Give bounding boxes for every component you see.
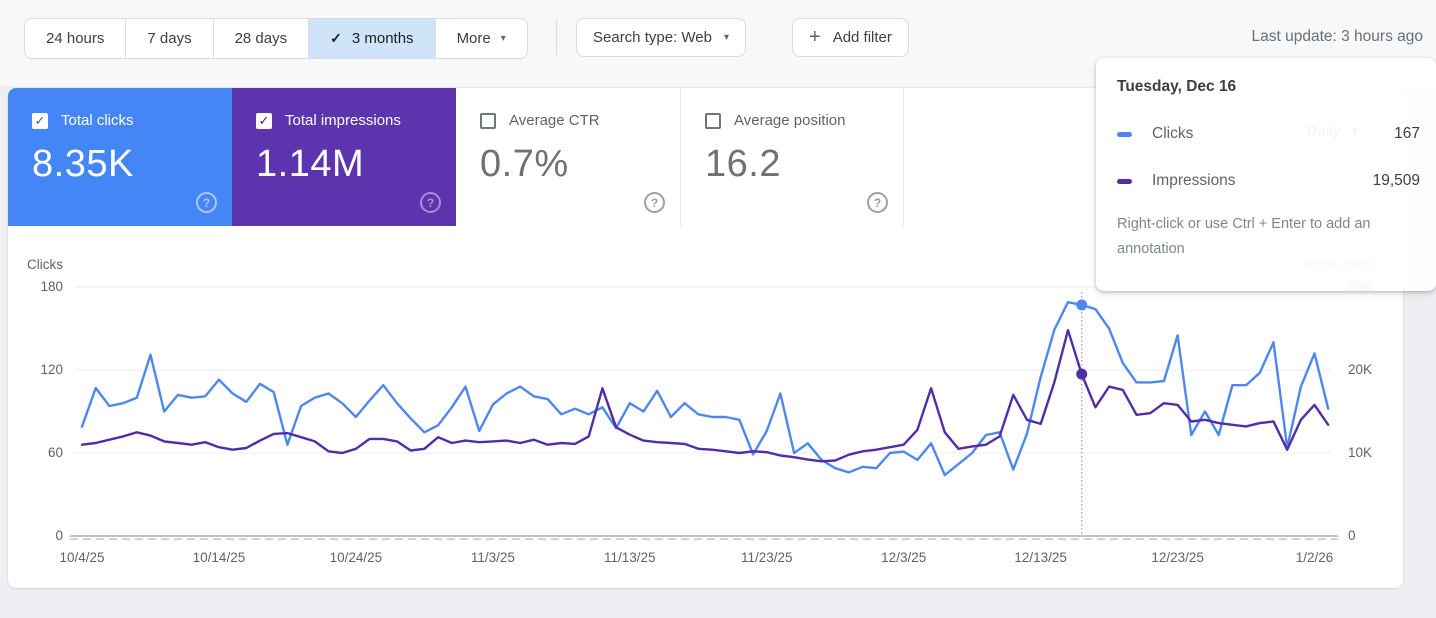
tooltip-rows: Clicks 167 Impressions 19,509	[1117, 125, 1420, 190]
impressions-line	[80, 328, 1330, 463]
range-label: 7 days	[147, 30, 192, 47]
add-filter-button[interactable]: + Add filter	[792, 18, 909, 57]
range-label: 3 months	[351, 30, 414, 47]
series-swatch	[1117, 131, 1132, 137]
metric-cards-row: ✓ Total clicks 8.35K? ✓ Total impressions 1.1…	[8, 88, 1403, 226]
metric-card-average-position[interactable]: Average position 16.2?	[680, 88, 904, 226]
tooltip-row-impressions: Impressions 19,509	[1117, 172, 1420, 190]
add-filter-label: Add filter	[832, 29, 892, 46]
x-axis-tick: 1/2/26	[1296, 550, 1334, 565]
metric-label: Total clicks	[61, 112, 134, 129]
x-axis-tick: 11/23/25	[741, 550, 793, 565]
last-update-text: Last update: 3 hours ago	[1251, 28, 1424, 45]
toolbar-divider	[556, 20, 557, 55]
metric-label: Total impressions	[285, 112, 401, 129]
metric-value: 1.14M	[256, 143, 365, 185]
help-icon[interactable]: ?	[867, 192, 888, 213]
x-axis-tick: 10/24/25	[330, 550, 383, 565]
clicks-line	[80, 301, 1330, 477]
chevron-down-icon: ▾	[723, 32, 729, 43]
range-button-28-days[interactable]: 28 days	[214, 19, 310, 58]
date-range-group: 24 hours 7 days 28 days ✓ 3 months More ▾	[24, 18, 528, 59]
metric-checkbox[interactable]: ✓	[256, 112, 272, 129]
right-axis-tick: 20K	[1348, 362, 1372, 377]
tooltip-series-value: 167	[1394, 125, 1420, 142]
search-type-dropdown[interactable]: Search type: Web ▾	[576, 18, 746, 57]
range-button-7-days[interactable]: 7 days	[126, 19, 214, 58]
metric-card-total-clicks[interactable]: ✓ Total clicks 8.35K?	[8, 88, 232, 226]
tooltip-series-label: Impressions	[1152, 172, 1236, 189]
metric-checkbox[interactable]	[705, 112, 721, 129]
help-icon[interactable]: ?	[644, 192, 665, 213]
right-axis-tick: 10K	[1348, 445, 1372, 460]
tooltip-series-value: 19,509	[1372, 172, 1420, 189]
left-axis-title: Clicks	[27, 257, 63, 272]
x-axis-tick: 12/13/25	[1014, 550, 1067, 565]
chart-tooltip: Tuesday, Dec 16 Clicks 167 Impressions 19,5…	[1096, 58, 1436, 291]
metric-value: 0.7%	[480, 143, 569, 185]
performance-chart[interactable]: ClicksImpressions060120180010K20K30K10/4…	[8, 240, 1403, 588]
tooltip-date: Tuesday, Dec 16	[1117, 78, 1237, 95]
check-icon: ✓	[330, 30, 342, 46]
range-label: 24 hours	[46, 30, 105, 47]
more-label: More	[456, 30, 491, 47]
tooltip-annotation-note: Right-click or use Ctrl + Enter to add a…	[1117, 216, 1371, 257]
metric-value: 16.2	[705, 143, 781, 185]
metric-card-average-ctr[interactable]: Average CTR 0.7%?	[456, 88, 680, 226]
plus-icon: +	[809, 25, 821, 48]
left-axis-tick: 0	[55, 528, 63, 543]
left-axis-tick: 180	[40, 279, 63, 294]
metric-checkbox[interactable]: ✓	[32, 112, 48, 129]
metric-label: Average CTR	[509, 112, 600, 129]
impressions-hover-dot	[1076, 368, 1088, 380]
metric-checkbox[interactable]	[480, 112, 496, 129]
left-axis-tick: 60	[48, 445, 63, 460]
range-button-3-months[interactable]: ✓ 3 months	[309, 19, 436, 58]
right-axis-tick: 0	[1348, 528, 1356, 543]
help-icon[interactable]: ?	[196, 192, 217, 213]
chevron-down-icon: ▾	[500, 33, 506, 44]
metric-value: 8.35K	[32, 143, 134, 185]
check-icon: ✓	[258, 112, 270, 128]
tooltip-series-label: Clicks	[1152, 125, 1194, 142]
check-icon: ✓	[34, 112, 46, 128]
x-axis-tick: 11/3/25	[471, 550, 515, 565]
range-button-24-hours[interactable]: 24 hours	[25, 19, 127, 58]
left-axis-tick: 120	[40, 362, 63, 377]
search-type-label: Search type: Web	[593, 29, 712, 46]
x-axis-tick: 10/4/25	[59, 550, 104, 565]
toolbar: 24 hours 7 days 28 days ✓ 3 months More ▾ Sear…	[0, 0, 1436, 86]
range-label: 28 days	[234, 30, 288, 47]
metric-label: Average position	[734, 112, 846, 129]
more-ranges-dropdown[interactable]: More ▾	[436, 19, 527, 58]
tooltip-row-clicks: Clicks 167	[1117, 125, 1420, 143]
x-axis-tick: 11/13/25	[604, 550, 656, 565]
metric-card-total-impressions[interactable]: ✓ Total impressions 1.14M?	[232, 88, 456, 226]
clicks-hover-dot	[1076, 299, 1088, 311]
x-axis-tick: 12/3/25	[881, 550, 926, 565]
help-icon[interactable]: ?	[420, 192, 441, 213]
x-axis-tick: 12/23/25	[1151, 550, 1204, 565]
series-swatch	[1117, 178, 1132, 184]
x-axis-tick: 10/14/25	[193, 550, 246, 565]
